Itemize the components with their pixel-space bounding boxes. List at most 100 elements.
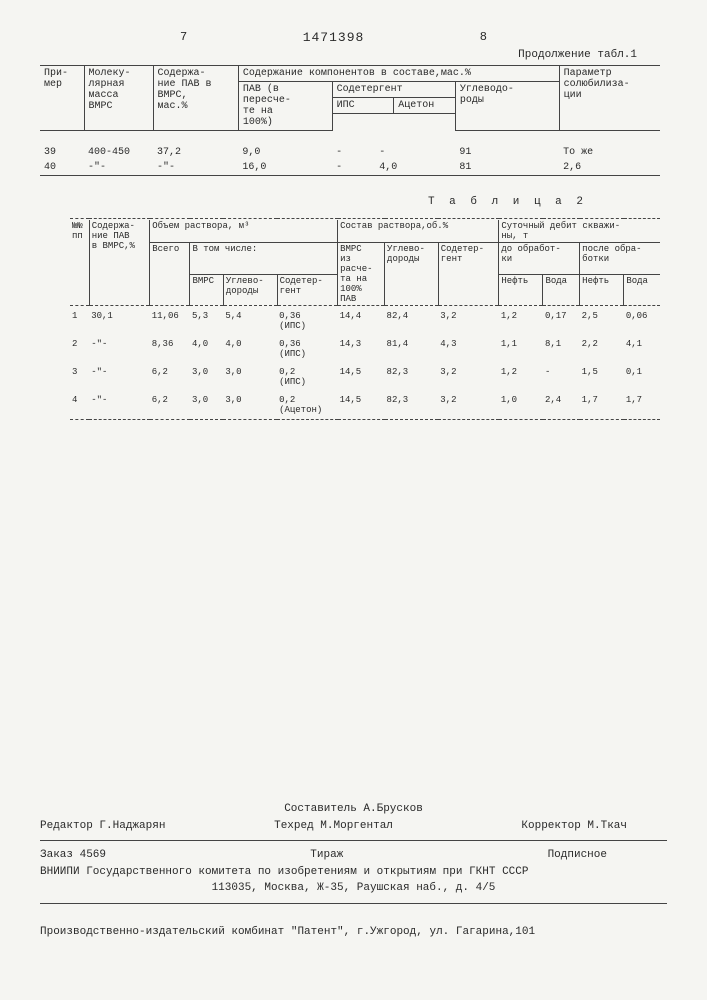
- cell: 0,06: [624, 307, 660, 335]
- footer-addr: 113035, Москва, Ж-35, Раушская наб., д. …: [40, 880, 667, 897]
- t2-h-vmrscalc: ВМРС из расче- та на 100% ПАВ: [338, 243, 385, 306]
- table-row: 3-"-6,23,03,00,2 (ИПС)14,582,33,21,2-1,5…: [70, 363, 660, 391]
- cell: 8,1: [543, 335, 580, 363]
- cell: 81,4: [385, 335, 439, 363]
- cell: 8,36: [150, 335, 190, 363]
- cell: 0,2 (Ацетон): [277, 391, 338, 420]
- cell: 16,0: [238, 160, 332, 176]
- cell: 30,1: [89, 307, 150, 335]
- cell: 1,2: [499, 363, 543, 391]
- table-row: 40 -"- -"- 16,0 - 4,0 81 2,6: [40, 160, 660, 176]
- footer-signed: Подписное: [548, 847, 667, 864]
- cell: 3,0: [190, 391, 223, 420]
- t2-h-after: после обра- ботки: [580, 243, 660, 275]
- cell: 14,3: [338, 335, 385, 363]
- t1-h-molmass: Молеку- лярная масса ВМРС: [84, 66, 153, 131]
- footer: Составитель А.Брусков Редактор Г.Наджаря…: [40, 801, 667, 940]
- cell: -"-: [89, 391, 150, 420]
- cell: -: [332, 160, 375, 176]
- cell: -: [332, 145, 375, 160]
- cell: 0,36 (ИПС): [277, 307, 338, 335]
- footer-tirazh: Тираж: [310, 847, 343, 864]
- t2-h-vsego: Всего: [150, 243, 190, 306]
- cell: 3,2: [438, 363, 499, 391]
- footer-org: ВНИИПИ Государственного комитета по изоб…: [40, 864, 667, 881]
- footer-corrector: Корректор М.Ткач: [431, 818, 667, 835]
- table-row: 4-"-6,23,03,00,2 (Ацетон)14,582,33,21,02…: [70, 391, 660, 420]
- cell: 2,4: [543, 391, 580, 420]
- footer-editor: Редактор Г.Наджарян: [40, 818, 236, 835]
- cell: 6,2: [150, 363, 190, 391]
- cell: 2,5: [580, 307, 624, 335]
- cell: 6,2: [150, 391, 190, 420]
- t1-h-param: Параметр солюбилиза- ции: [559, 66, 660, 131]
- cell: 4,3: [438, 335, 499, 363]
- cell: 2,6: [559, 160, 660, 176]
- cell: 4,0: [190, 335, 223, 363]
- footer-techred: Техред М.Моргентал: [236, 818, 432, 835]
- cell: 91: [455, 145, 559, 160]
- table-row: 130,111,065,35,40,36 (ИПС)14,482,43,21,2…: [70, 307, 660, 335]
- cell: 0,36 (ИПС): [277, 335, 338, 363]
- cell: 37,2: [153, 145, 238, 160]
- cell: 1,0: [499, 391, 543, 420]
- cell: 1,2: [499, 307, 543, 335]
- table-1: При- мер Молеку- лярная масса ВМРС Содер…: [40, 65, 660, 176]
- page-right: 8: [480, 30, 487, 45]
- t2-h-pavcont: Содержа- ние ПАВ в ВМРС,%: [89, 220, 150, 306]
- t1-h-primer: При- мер: [40, 66, 84, 131]
- cell: -: [543, 363, 580, 391]
- cell: 0,17: [543, 307, 580, 335]
- cell: 3,0: [223, 391, 277, 420]
- t2-h-neft2: Нефть: [580, 274, 624, 306]
- cell: 1,7: [580, 391, 624, 420]
- cell: 3,0: [223, 363, 277, 391]
- t2-h-voda1: Вода: [543, 274, 580, 306]
- cell: 5,3: [190, 307, 223, 335]
- t1-h-aceton: Ацетон: [394, 98, 455, 114]
- t2-h-uglev: Углево- дороды: [223, 274, 277, 306]
- cell: -"-: [153, 160, 238, 176]
- table-row: 39 400-450 37,2 9,0 - - 91 То же: [40, 145, 660, 160]
- cell: -"-: [89, 335, 150, 363]
- t1-h-pav: ПАВ (в пересче- те на 100%): [238, 82, 332, 131]
- cell: 11,06: [150, 307, 190, 335]
- t2-h-vol: Объем раствора, м³: [150, 220, 338, 243]
- page-left: 7: [180, 30, 187, 45]
- t2-h-debit: Суточный дебит скважи- ны, т: [499, 220, 660, 243]
- cell: 3,0: [190, 363, 223, 391]
- table2-title: Т а б л и ц а 2: [40, 196, 687, 208]
- cell: 4,0: [223, 335, 277, 363]
- cell: То же: [559, 145, 660, 160]
- footer-order: Заказ 4569: [40, 847, 106, 864]
- cell: 1,7: [624, 391, 660, 420]
- cell: 14,5: [338, 391, 385, 420]
- t1-h-ips: ИПС: [333, 98, 395, 114]
- cell: 4,1: [624, 335, 660, 363]
- cell: 3: [70, 363, 89, 391]
- cell: 0,2 (ИПС): [277, 363, 338, 391]
- t2-h-vtom: В том числе:: [190, 243, 338, 275]
- t1-h-comp: Содержание компонентов в составе,мас.%: [238, 66, 559, 82]
- cell: 1,5: [580, 363, 624, 391]
- cell: 14,4: [338, 307, 385, 335]
- continuation-label: Продолжение табл.1: [40, 49, 687, 61]
- footer-publisher: Производственно-издательский комбинат "П…: [40, 924, 667, 941]
- cell: 81: [455, 160, 559, 176]
- t1-h-sodet: Содетергент: [333, 82, 455, 98]
- cell: 82,3: [385, 391, 439, 420]
- cell: 3,2: [438, 391, 499, 420]
- t1-h-uglev: Углеводо- роды: [455, 82, 559, 131]
- cell: -"-: [84, 160, 153, 176]
- table-row: 2-"-8,364,04,00,36 (ИПС)14,381,44,31,18,…: [70, 335, 660, 363]
- cell: 400-450: [84, 145, 153, 160]
- cell: 82,4: [385, 307, 439, 335]
- cell: 0,1: [624, 363, 660, 391]
- cell: 3,2: [438, 307, 499, 335]
- table-row: [40, 131, 660, 146]
- cell: -"-: [89, 363, 150, 391]
- cell: -: [375, 145, 455, 160]
- t1-h-pavcontent: Содержа- ние ПАВ в ВМРС, мас.%: [153, 66, 238, 131]
- t2-h-vmrs: ВМРС: [190, 274, 223, 306]
- t2-h-before: до обработ- ки: [499, 243, 580, 275]
